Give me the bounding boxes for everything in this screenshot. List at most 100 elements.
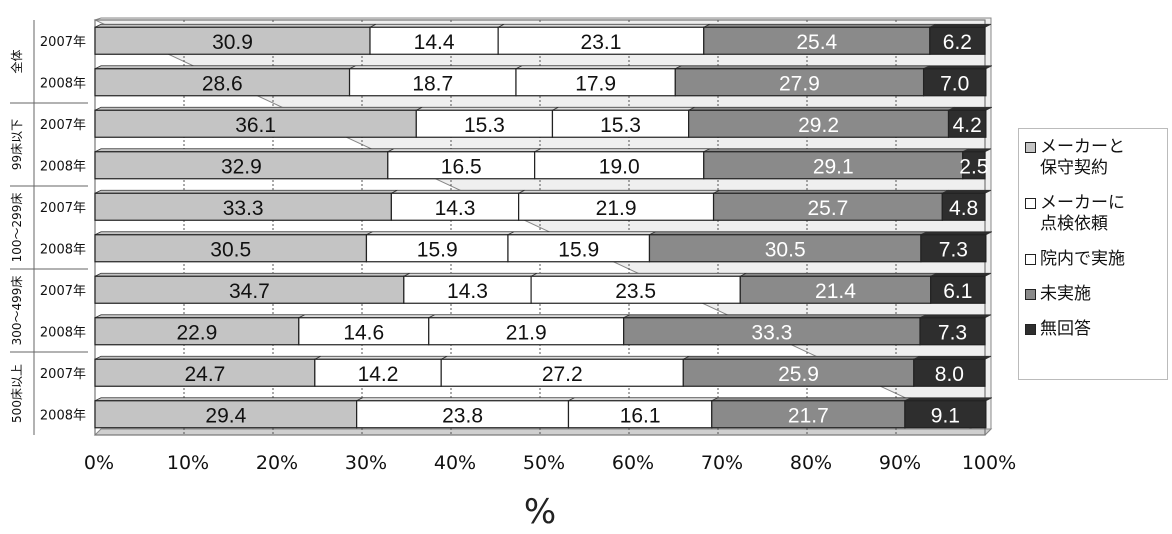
bar-value-label: 29.2 [798,114,839,137]
bar-value-label: 7.3 [939,238,968,261]
bar-value-label: 19.0 [599,155,640,178]
x-tick-label: 0% [84,452,114,474]
y-row-label: 2007年 [40,35,86,50]
bar-value-label: 27.9 [779,72,820,95]
y-group-label: 99床以下 [10,119,24,170]
bar-segment [947,109,987,138]
bar-value-label: 28.6 [202,72,243,95]
bar-value-label: 14.4 [414,31,455,54]
bar-value-label: 25.4 [796,31,837,54]
bar-value-label: 15.3 [464,114,505,137]
x-tick-label: 60% [612,452,654,474]
y-row-label: 2008年 [40,76,86,91]
legend-label: 未実施 [1040,284,1091,304]
bar-segment [356,400,570,429]
bar-value-label: 32.9 [221,155,262,178]
bar-value-label: 6.2 [943,31,972,54]
legend-item: 院内で実施 [1025,249,1163,270]
legend-item: メーカーと 保守契約 [1025,137,1163,179]
x-tick-label: 90% [879,452,921,474]
bar-value-label: 30.5 [210,238,251,261]
bar-value-label: 21.7 [788,404,829,427]
y-row-label: 2007年 [40,367,86,382]
data-labels: 30.9 14.4 23.1 25.4 6.2 28.6 18.7 17.9 27.9 7.0 36… [176,31,988,428]
bar-value-label: 14.6 [343,321,384,344]
x-tick-label: 80% [790,452,832,474]
bar-segment [369,26,499,55]
bar-value-label: 21.9 [506,321,547,344]
bar-value-label: 4.8 [949,197,978,220]
bar-value-label: 16.1 [620,404,661,427]
y-axis-labels: 全体 2007年 2008年 99床以下 2007年 2008年 100～299床 2007年… [9,20,88,435]
bar-segment [440,358,684,387]
y-group-label: 100～299床 [10,193,24,263]
bar-segment [703,26,931,55]
bar-value-label: 25.9 [778,363,819,386]
legend: メーカーと 保守契約メーカーに 点検依頼院内で実施未実施無回答 [1018,128,1168,380]
legend-item: 無回答 [1025,319,1163,340]
bar-segment [703,151,964,180]
y-row-label: 2007年 [40,284,86,299]
bar-value-label: 16.5 [441,155,482,178]
bar-value-label: 4.2 [953,114,982,137]
bar-value-label: 36.1 [235,114,276,137]
y-group-label: 全体 [9,49,24,73]
y-group-label: 300～499床 [10,276,24,346]
bar-segment [962,151,986,180]
bar-segment [94,234,368,263]
bar-value-label: 27.2 [542,363,583,386]
legend-swatch [1025,198,1036,209]
bar-value-label: 15.3 [600,114,641,137]
bar-value-label: 18.7 [412,72,453,95]
bar-value-label: 6.1 [943,280,972,303]
bar-segment [428,317,625,346]
bar-value-label: 7.0 [940,72,969,95]
bar-value-label: 15.9 [417,238,458,261]
bar-segment [913,358,986,387]
bar-value-label: 8.0 [935,363,964,386]
x-tick-label: 50% [523,452,565,474]
legend-label: 無回答 [1040,319,1091,339]
bar-value-label: 25.7 [807,197,848,220]
bar-value-label: 23.1 [581,31,622,54]
x-tick-label: 100% [962,452,1016,474]
bar-value-label: 14.3 [447,280,488,303]
bar-value-label: 14.2 [358,363,399,386]
bar-value-label: 30.9 [212,31,253,54]
bar-segment [94,68,351,97]
bar-value-label: 33.3 [223,197,264,220]
bar-segment [518,192,715,221]
bar-segment [94,192,392,221]
bar-value-label: 14.3 [435,197,476,220]
bar-segment [929,26,986,55]
y-row-label: 2007年 [40,118,86,133]
legend-item: メーカーに 点検依頼 [1025,193,1163,235]
y-row-label: 2008年 [40,408,86,423]
bar-segment [530,275,741,304]
bar-segment [515,68,676,97]
legend-swatch [1025,324,1036,335]
bar-value-label: 23.5 [615,280,656,303]
bar-value-label: 2.5 [959,155,988,178]
legend-swatch [1025,254,1036,265]
y-row-label: 2008年 [40,159,86,174]
bar-segment [930,275,986,304]
legend-label: メーカーと 保守契約 [1040,137,1125,178]
x-tick-label: 30% [345,452,387,474]
y-row-label: 2007年 [40,201,86,216]
bar-value-label: 21.9 [596,197,637,220]
legend-swatch [1025,289,1036,300]
legend-swatch [1025,142,1036,153]
x-tick-label: 10% [167,452,209,474]
bar-segment [623,317,921,346]
bar-value-label: 30.5 [765,238,806,261]
x-tick-label: 70% [701,452,743,474]
bar-segment [941,192,986,221]
legend-item: 未実施 [1025,284,1163,305]
bar-segment [739,275,932,304]
bar-segment [94,317,300,346]
bar-value-label: 33.3 [751,321,792,344]
bar-value-label: 9.1 [931,404,960,427]
x-axis-tick-labels: 0% 10% 20% 30% 40% 50% 60% 70% 80% 90% 100% [84,452,1016,474]
